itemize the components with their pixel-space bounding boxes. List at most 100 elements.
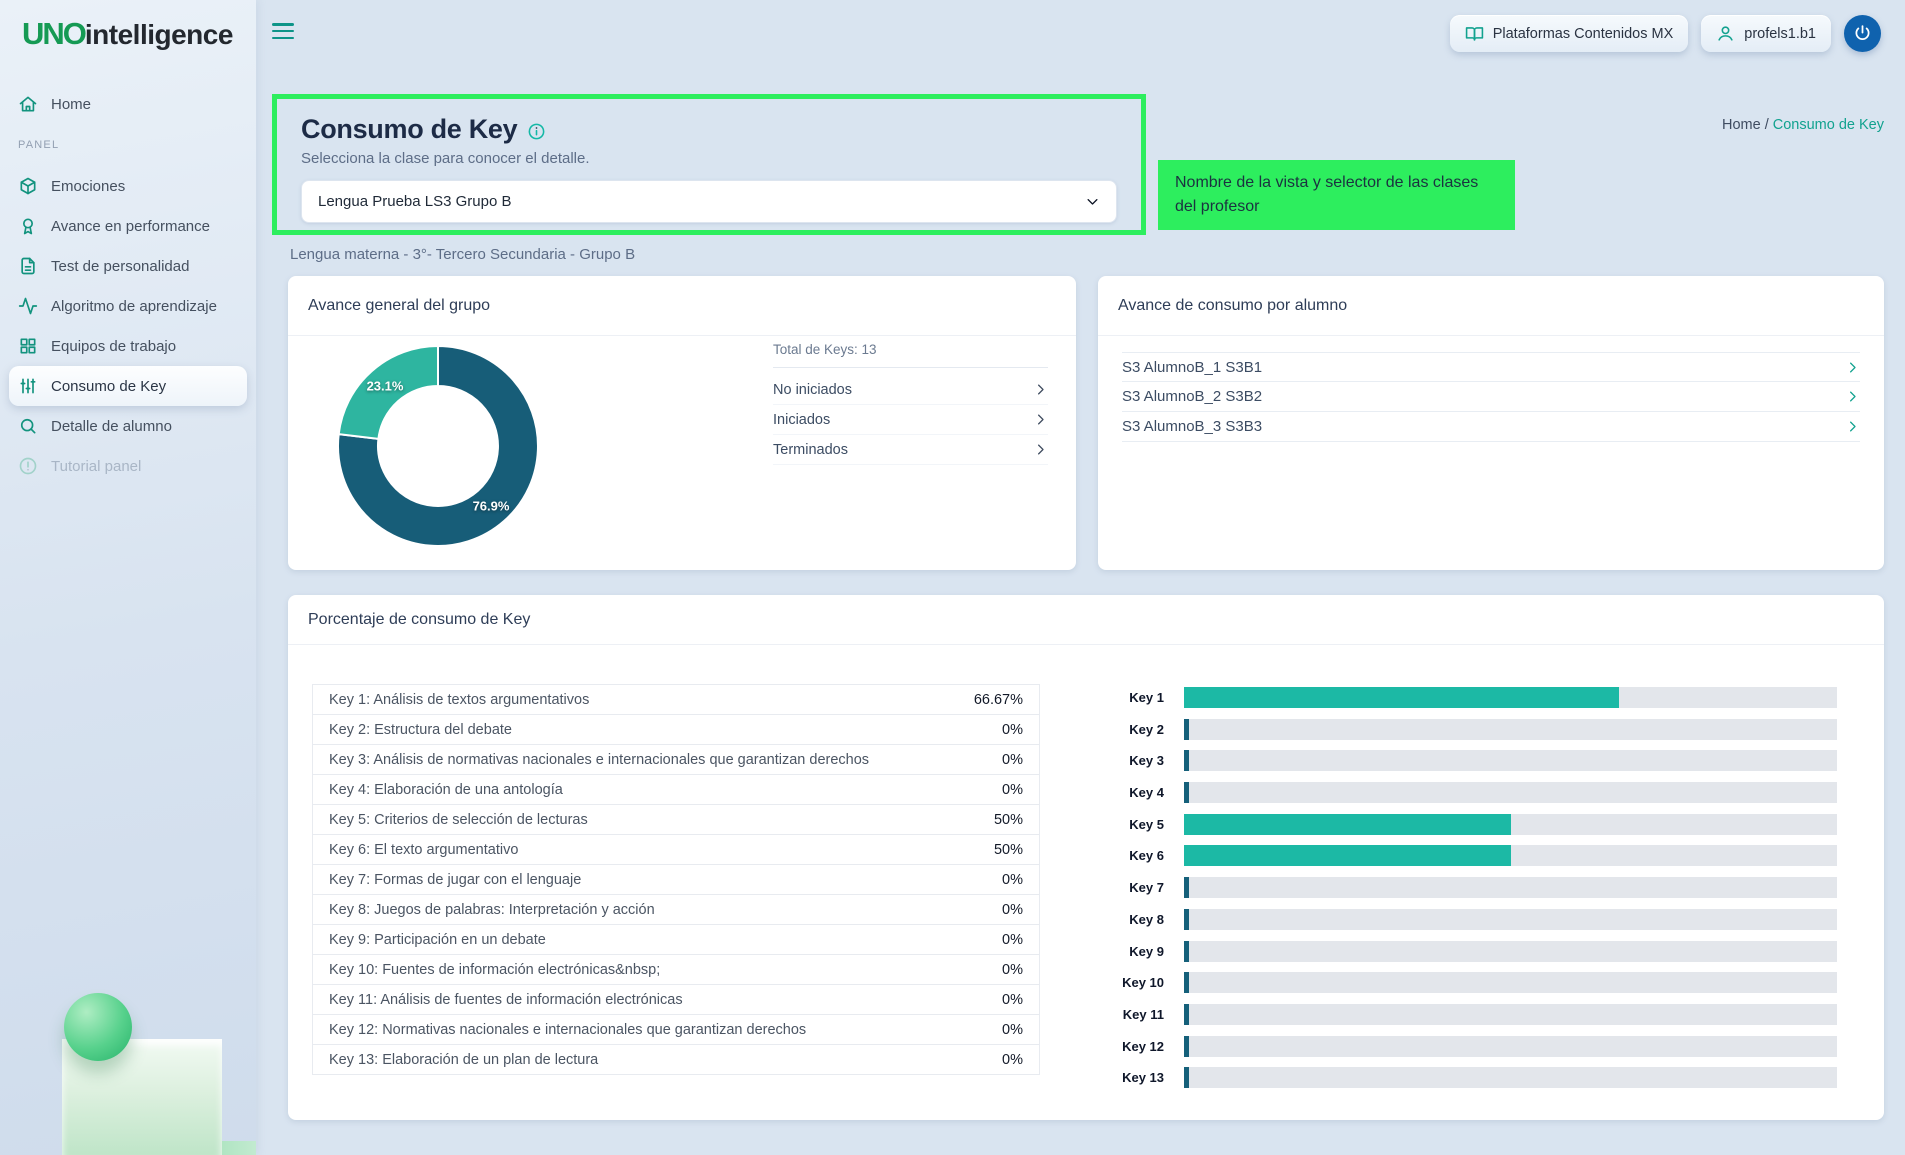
key-table-row: Key 11: Análisis de fuentes de informaci…: [313, 985, 1039, 1015]
class-info: Lengua materna - 3°- Tercero Secundaria …: [290, 246, 635, 263]
breadcrumb-home[interactable]: Home: [1722, 117, 1761, 133]
status-row-iniciados[interactable]: Iniciados: [773, 405, 1048, 435]
brand-logo: UNOintelligence: [22, 16, 233, 52]
bar-fill: [1184, 941, 1189, 962]
sidebar-item-avance-en-performance[interactable]: Avance en performance: [0, 206, 256, 246]
sidebar-item-detalle-de-alumno[interactable]: Detalle de alumno: [0, 406, 256, 446]
donut-slice-label: 76.9%: [473, 499, 510, 514]
bar-fill: [1184, 814, 1511, 835]
chevron-right-icon: [1033, 382, 1048, 397]
bar-row: Key 10: [1100, 972, 1837, 993]
bar-track: [1184, 1036, 1837, 1057]
sidebar-item-test-de-personalidad[interactable]: Test de personalidad: [0, 246, 256, 286]
bar-track: [1184, 719, 1837, 740]
platform-button-label: Plataformas Contenidos MX: [1493, 26, 1674, 42]
group-status-list: Total de Keys: 13 No iniciadosIniciadosT…: [773, 342, 1048, 465]
student-row[interactable]: S3 AlumnoB_2 S3B2: [1122, 382, 1860, 412]
sidebar-item-consumo-de-key[interactable]: Consumo de Key: [9, 366, 247, 406]
donut-slice-label: 23.1%: [367, 379, 404, 394]
menu-button[interactable]: [272, 23, 294, 41]
platform-button[interactable]: Plataformas Contenidos MX: [1450, 15, 1689, 52]
chevron-right-icon: [1033, 442, 1048, 457]
key-table-row: Key 3: Análisis de normativas nacionales…: [313, 745, 1039, 775]
sidebar-nav: HomePANELEmocionesAvance en performanceT…: [0, 84, 256, 486]
chevron-right-icon: [1845, 360, 1860, 375]
student-list: S3 AlumnoB_1 S3B1S3 AlumnoB_2 S3B2S3 Alu…: [1122, 352, 1860, 442]
annotation-note: Nombre de la vista y selector de las cla…: [1158, 160, 1515, 230]
bar-track: [1184, 1067, 1837, 1088]
chevron-right-icon: [1845, 419, 1860, 434]
chevron-right-icon: [1033, 412, 1048, 427]
bar-row: Key 2: [1100, 719, 1837, 740]
bar-label: Key 12: [1100, 1039, 1164, 1054]
key-label: Key 9: Participación en un debate: [329, 932, 1002, 948]
bar-fill: [1184, 972, 1189, 993]
bar-fill: [1184, 877, 1189, 898]
sliders-icon: [18, 376, 38, 396]
power-button[interactable]: [1844, 15, 1881, 52]
info-icon[interactable]: [527, 118, 546, 141]
donut-svg: [332, 340, 544, 552]
bar-fill: [1184, 1036, 1189, 1057]
key-consumption-card: Porcentaje de consumo de Key Key 1: Anál…: [288, 595, 1884, 1120]
key-label: Key 1: Análisis de textos argumentativos: [329, 692, 974, 708]
bar-track: [1184, 782, 1837, 803]
bar-track: [1184, 750, 1837, 771]
bar-row: Key 4: [1100, 782, 1837, 803]
bar-fill: [1184, 1067, 1189, 1088]
students-card: Avance de consumo por alumno S3 AlumnoB_…: [1098, 276, 1884, 570]
key-table-row: Key 6: El texto argumentativo50%: [313, 835, 1039, 865]
sidebar-item-equipos-de-trabajo[interactable]: Equipos de trabajo: [0, 326, 256, 366]
key-percent: 0%: [1002, 932, 1023, 948]
bar-track: [1184, 877, 1837, 898]
key-percent: 0%: [1002, 872, 1023, 888]
status-row-terminados[interactable]: Terminados: [773, 435, 1048, 465]
chevron-down-icon: [1085, 194, 1100, 209]
page-title: Consumo de Key: [301, 114, 517, 145]
key-table-row: Key 4: Elaboración de una antología0%: [313, 775, 1039, 805]
class-select[interactable]: Lengua Prueba LS3 Grupo B: [301, 180, 1117, 223]
bar-fill: [1184, 782, 1189, 803]
pedestal-shape: [62, 1039, 222, 1155]
bar-label: Key 2: [1100, 722, 1164, 737]
key-label: Key 13: Elaboración de un plan de lectur…: [329, 1052, 1002, 1068]
bar-label: Key 4: [1100, 785, 1164, 800]
key-percent: 0%: [1002, 722, 1023, 738]
key-percent: 0%: [1002, 992, 1023, 1008]
alert-icon: [18, 456, 38, 476]
bar-track: [1184, 1004, 1837, 1025]
status-row-no-iniciados[interactable]: No iniciados: [773, 375, 1048, 405]
bar-label: Key 1: [1100, 690, 1164, 705]
breadcrumb-current: Consumo de Key: [1773, 117, 1884, 133]
sidebar-item-algoritmo-de-aprendizaje[interactable]: Algoritmo de aprendizaje: [0, 286, 256, 326]
key-table-row: Key 9: Participación en un debate0%: [313, 925, 1039, 955]
bar-row: Key 5: [1100, 814, 1837, 835]
key-percent: 0%: [1002, 1022, 1023, 1038]
brand-logo-uno: UNO: [22, 16, 85, 51]
key-table-row: Key 12: Normativas nacionales e internac…: [313, 1015, 1039, 1045]
bar-track: [1184, 845, 1837, 866]
total-keys-label: Total de Keys: 13: [773, 342, 1048, 368]
search-icon: [18, 416, 38, 436]
bar-label: Key 7: [1100, 880, 1164, 895]
key-table-row: Key 10: Fuentes de información electróni…: [313, 955, 1039, 985]
key-table: Key 1: Análisis de textos argumentativos…: [312, 684, 1040, 1075]
key-percent: 0%: [1002, 902, 1023, 918]
key-percent: 0%: [1002, 782, 1023, 798]
student-row[interactable]: S3 AlumnoB_1 S3B1: [1122, 352, 1860, 382]
bar-row: Key 11: [1100, 1004, 1837, 1025]
grid-icon: [18, 336, 38, 356]
bar-track: [1184, 972, 1837, 993]
cube-icon: [18, 176, 38, 196]
user-button[interactable]: profels1.b1: [1701, 15, 1831, 52]
keys-card-title: Porcentaje de consumo de Key: [288, 595, 1884, 645]
key-label: Key 4: Elaboración de una antología: [329, 782, 1002, 798]
student-row[interactable]: S3 AlumnoB_3 S3B3: [1122, 412, 1860, 442]
key-label: Key 7: Formas de jugar con el lenguaje: [329, 872, 1002, 888]
key-percent: 0%: [1002, 752, 1023, 768]
header-actions: Plataformas Contenidos MX profels1.b1: [1450, 15, 1881, 52]
bar-row: Key 6: [1100, 845, 1837, 866]
students-card-title: Avance de consumo por alumno: [1098, 276, 1884, 336]
sidebar-item-home[interactable]: Home: [0, 84, 256, 124]
sidebar-item-emociones[interactable]: Emociones: [0, 166, 256, 206]
